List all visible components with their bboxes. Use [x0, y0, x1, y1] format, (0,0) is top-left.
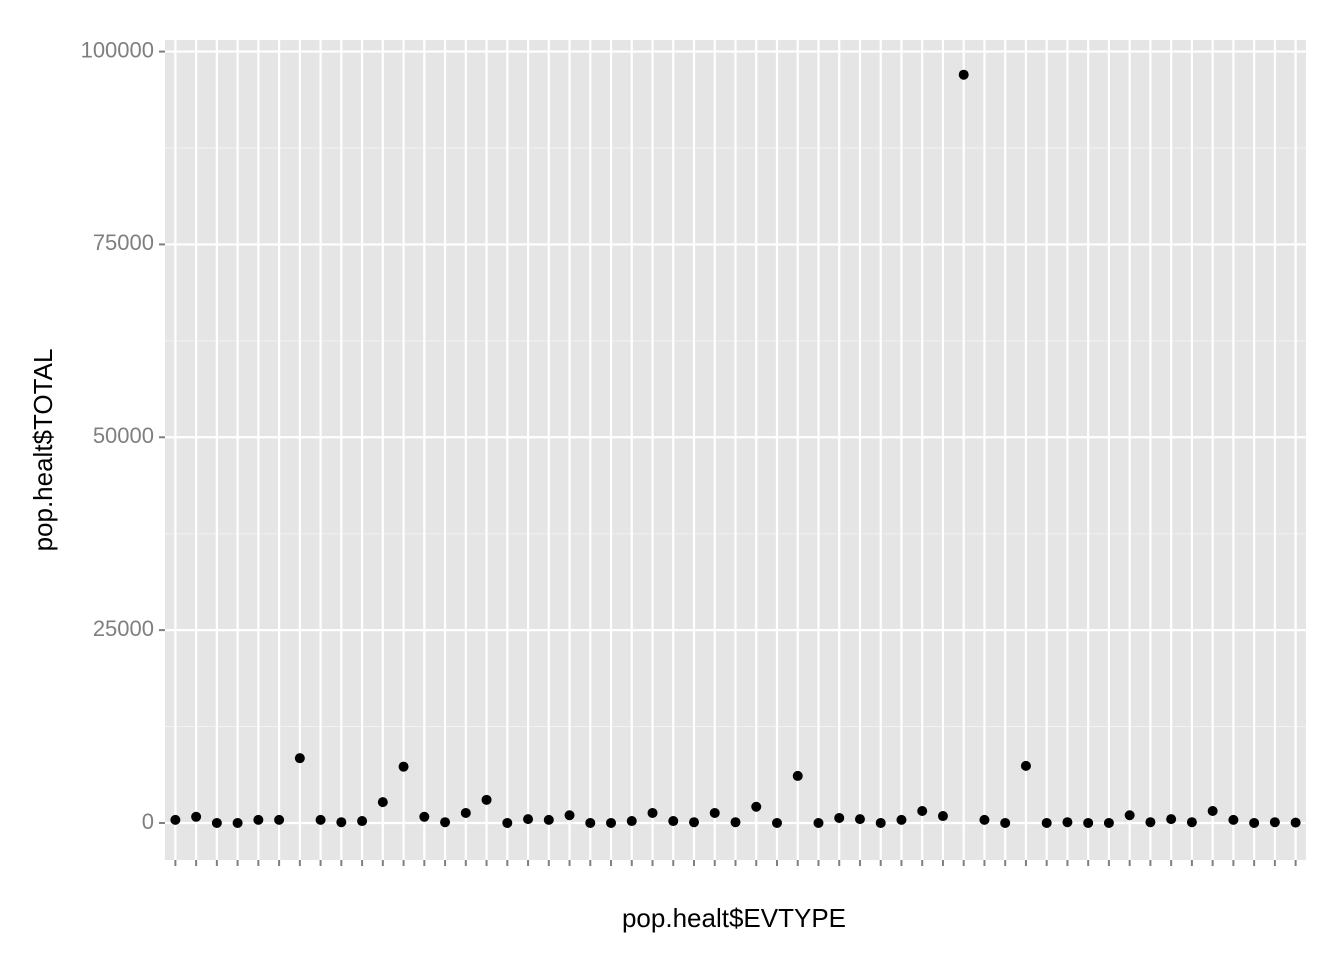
point [917, 806, 928, 817]
point [1186, 817, 1197, 828]
point [606, 817, 617, 828]
point [1062, 817, 1073, 828]
point [1207, 806, 1218, 817]
point [689, 817, 700, 828]
point [1166, 814, 1177, 825]
point [440, 817, 451, 828]
point [1249, 817, 1260, 828]
point [585, 817, 596, 828]
y-tick-label: 50000 [93, 423, 154, 448]
point [1041, 817, 1052, 828]
point [398, 761, 409, 772]
y-tick-label: 100000 [81, 37, 154, 62]
point [460, 807, 471, 818]
point [979, 814, 990, 825]
point [1103, 817, 1114, 828]
point [647, 807, 658, 818]
point [937, 811, 948, 822]
point [191, 811, 202, 822]
point [253, 814, 264, 825]
point [336, 817, 347, 828]
point [232, 817, 243, 828]
point [875, 817, 886, 828]
point [834, 812, 845, 823]
point [419, 811, 430, 822]
point [1228, 814, 1239, 825]
point [1269, 817, 1280, 828]
point [1020, 760, 1031, 771]
point [274, 814, 285, 825]
point [1145, 817, 1156, 828]
point [377, 797, 388, 808]
point [1083, 817, 1094, 828]
x-axis-label: pop.healt$EVTYPE [622, 903, 846, 933]
point [564, 810, 575, 821]
point [813, 817, 824, 828]
y-axis-label: pop.healt$TOTAL [28, 349, 58, 552]
point [751, 801, 762, 812]
point [668, 816, 679, 827]
point [357, 816, 368, 827]
y-tick-label: 25000 [93, 616, 154, 641]
point [211, 817, 222, 828]
point [170, 814, 181, 825]
point [523, 814, 534, 825]
point [626, 816, 637, 827]
point [1124, 810, 1135, 821]
point [709, 807, 720, 818]
point [502, 817, 513, 828]
point [294, 753, 305, 764]
point [543, 814, 554, 825]
point [958, 69, 969, 80]
point [1290, 817, 1301, 828]
point [896, 814, 907, 825]
point [771, 817, 782, 828]
point [481, 794, 492, 805]
point [315, 814, 326, 825]
point [792, 770, 803, 781]
point [1000, 817, 1011, 828]
y-tick-label: 75000 [93, 230, 154, 255]
y-tick-label: 0 [142, 809, 154, 834]
point [854, 814, 865, 825]
point [730, 817, 741, 828]
